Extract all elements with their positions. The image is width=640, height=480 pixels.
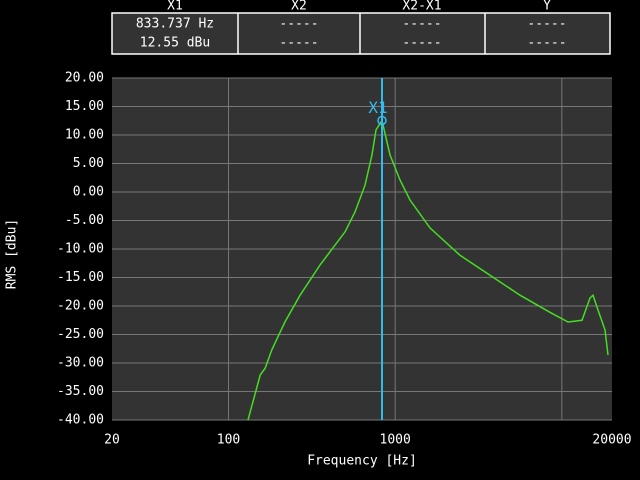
x-axis-label: Frequency [Hz] bbox=[307, 454, 417, 469]
readout-box bbox=[111, 12, 611, 55]
x-tick-label: 100 bbox=[217, 433, 240, 448]
y-tick-label: -40.00 bbox=[57, 413, 104, 428]
x-tick-label: 20 bbox=[104, 433, 120, 448]
cursor-label: X1 bbox=[368, 98, 387, 117]
y-tick-label: -10.00 bbox=[57, 242, 104, 257]
y-tick-label: -30.00 bbox=[57, 356, 104, 371]
readout-cell: ----- bbox=[279, 36, 318, 51]
response-curve bbox=[247, 118, 609, 421]
x-tick-label: 1000 bbox=[380, 433, 411, 448]
y-tick-label: -5.00 bbox=[65, 213, 104, 228]
y-tick-label: 5.00 bbox=[73, 156, 104, 171]
y-tick-label: 15.00 bbox=[65, 99, 104, 114]
readout-header: X2 bbox=[291, 0, 307, 14]
y-tick-label: 10.00 bbox=[65, 128, 104, 143]
y-tick-label: -15.00 bbox=[57, 270, 104, 285]
x-tick-label: 20000 bbox=[592, 433, 631, 448]
readout-header: X1 bbox=[167, 0, 183, 14]
readout-header: Y bbox=[543, 0, 551, 14]
cursor-marker bbox=[377, 115, 387, 126]
readout-cell: ----- bbox=[527, 36, 566, 51]
y-axis-label: RMS [dBu] bbox=[5, 219, 20, 289]
readout-cell: 12.55 dBu bbox=[140, 36, 210, 51]
y-tick-label: -25.00 bbox=[57, 327, 104, 342]
readout-cell: ----- bbox=[402, 17, 441, 32]
readout-header: X2-X1 bbox=[402, 0, 441, 14]
y-tick-label: -20.00 bbox=[57, 299, 104, 314]
y-tick-label: 20.00 bbox=[65, 71, 104, 86]
y-tick-label: 0.00 bbox=[73, 185, 104, 200]
readout-cell: ----- bbox=[279, 17, 318, 32]
y-tick-label: -35.00 bbox=[57, 384, 104, 399]
readout-cell: ----- bbox=[527, 17, 566, 32]
readout-cell: ----- bbox=[402, 36, 441, 51]
readout-cell: 833.737 Hz bbox=[136, 17, 214, 32]
